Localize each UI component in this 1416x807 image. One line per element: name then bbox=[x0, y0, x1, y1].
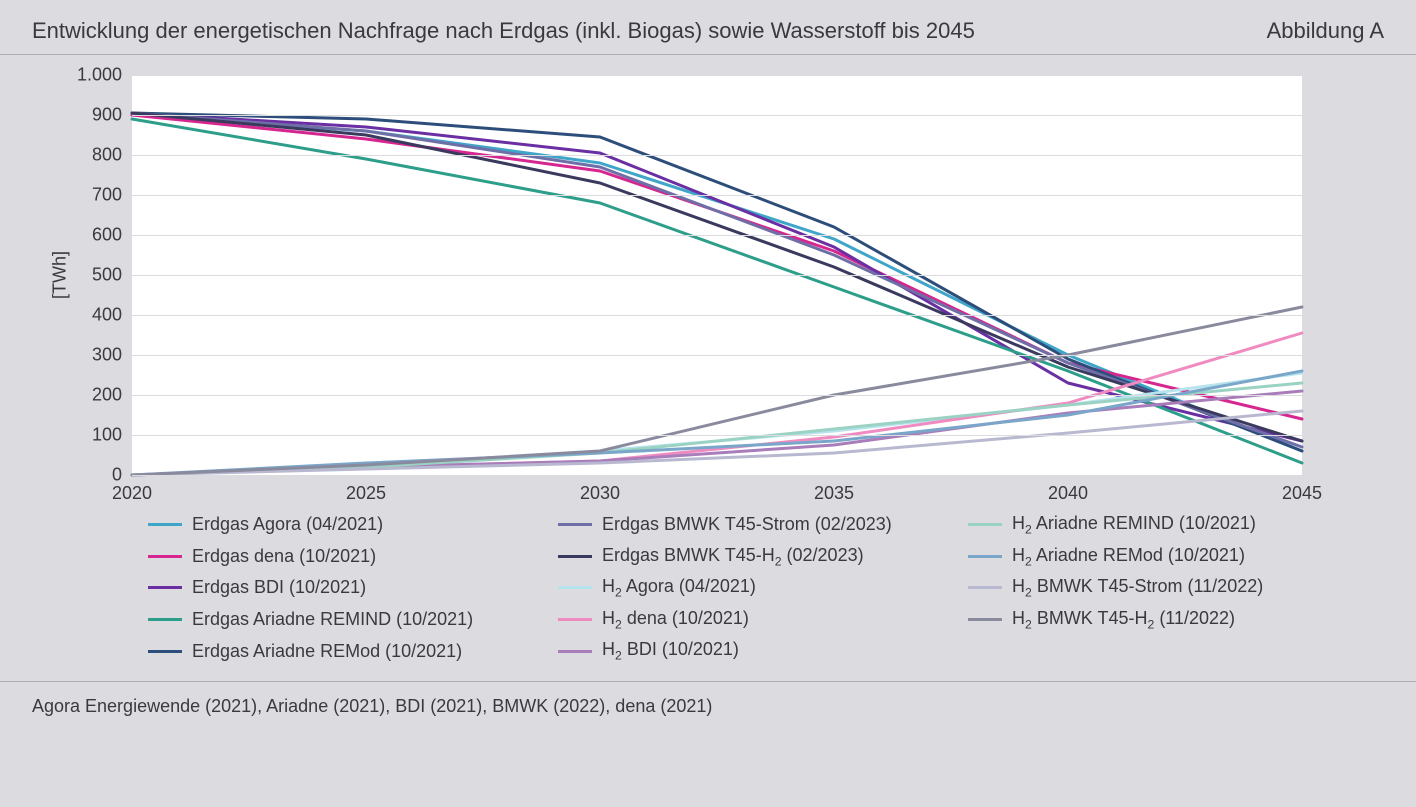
legend-label: Erdgas BMWK T45-Strom (02/2023) bbox=[602, 514, 892, 535]
legend-swatch bbox=[968, 586, 1002, 589]
y-tick-label: 400 bbox=[92, 305, 132, 326]
legend-swatch bbox=[558, 586, 592, 589]
legend-item-h2-agora: H2 Agora (04/2021) bbox=[558, 576, 958, 600]
source-text: Agora Energiewende (2021), Ariadne (2021… bbox=[32, 696, 712, 716]
legend-swatch bbox=[968, 555, 1002, 558]
x-tick-label: 2045 bbox=[1282, 475, 1322, 504]
y-tick-label: 100 bbox=[92, 425, 132, 446]
grid-line bbox=[132, 315, 1302, 316]
grid-line bbox=[132, 155, 1302, 156]
legend-item-erdgas-agora: Erdgas Agora (04/2021) bbox=[148, 513, 548, 537]
chart-title: Entwicklung der energetischen Nachfrage … bbox=[32, 18, 975, 44]
legend-item-h2-ariadne-remind: H2 Ariadne REMIND (10/2021) bbox=[968, 513, 1368, 537]
legend-item-erdgas-bmwk-t45-h2: Erdgas BMWK T45-H2 (02/2023) bbox=[558, 545, 958, 569]
legend-swatch bbox=[558, 555, 592, 558]
y-tick-label: 900 bbox=[92, 105, 132, 126]
y-axis-title: [TWh] bbox=[50, 251, 71, 299]
legend-swatch bbox=[968, 523, 1002, 526]
x-tick-label: 2030 bbox=[580, 475, 620, 504]
legend-label: H2 BMWK T45-Strom (11/2022) bbox=[1012, 576, 1263, 600]
series-erdgas-ariadne-remind bbox=[132, 119, 1302, 463]
chart-container: [TWh] 01002003004005006007008009001.0002… bbox=[0, 55, 1416, 663]
y-tick-label: 300 bbox=[92, 345, 132, 366]
grid-line bbox=[132, 115, 1302, 116]
y-tick-label: 700 bbox=[92, 185, 132, 206]
legend-swatch bbox=[558, 523, 592, 526]
y-tick-label: 1.000 bbox=[77, 65, 132, 86]
legend-label: H2 BDI (10/2021) bbox=[602, 639, 739, 663]
legend: Erdgas Agora (04/2021) Erdgas BMWK T45-St… bbox=[148, 513, 1384, 663]
legend-item-erdgas-dena: Erdgas dena (10/2021) bbox=[148, 545, 548, 569]
legend-label: H2 Agora (04/2021) bbox=[602, 576, 756, 600]
y-tick-label: 500 bbox=[92, 265, 132, 286]
grid-line bbox=[132, 355, 1302, 356]
legend-label: Erdgas Agora (04/2021) bbox=[192, 514, 383, 535]
legend-item-erdgas-ariadne-remod: Erdgas Ariadne REMod (10/2021) bbox=[148, 639, 548, 663]
grid-line bbox=[132, 275, 1302, 276]
legend-item-erdgas-bmwk-t45-strom: Erdgas BMWK T45-Strom (02/2023) bbox=[558, 513, 958, 537]
legend-swatch bbox=[148, 523, 182, 526]
legend-label: H2 BMWK T45-H2 (11/2022) bbox=[1012, 608, 1235, 632]
grid-line bbox=[132, 435, 1302, 436]
grid-line bbox=[132, 235, 1302, 236]
legend-item-h2-dena: H2 dena (10/2021) bbox=[558, 608, 958, 632]
series-erdgas-bdi bbox=[132, 113, 1302, 441]
x-tick-label: 2020 bbox=[112, 475, 152, 504]
legend-item-h2-bmwk-t45-h2: H2 BMWK T45-H2 (11/2022) bbox=[968, 608, 1368, 632]
grid-line bbox=[132, 395, 1302, 396]
legend-item-erdgas-ariadne-remind: Erdgas Ariadne REMIND (10/2021) bbox=[148, 608, 548, 632]
x-tick-label: 2040 bbox=[1048, 475, 1088, 504]
grid-line bbox=[132, 195, 1302, 196]
grid-line bbox=[132, 75, 1302, 76]
legend-swatch bbox=[148, 618, 182, 621]
grid-line bbox=[132, 475, 1302, 476]
legend-label: Erdgas Ariadne REMod (10/2021) bbox=[192, 641, 462, 662]
legend-item-h2-bmwk-t45-strom: H2 BMWK T45-Strom (11/2022) bbox=[968, 576, 1368, 600]
legend-label: Erdgas BDI (10/2021) bbox=[192, 577, 366, 598]
legend-swatch bbox=[558, 650, 592, 653]
figure-label: Abbildung A bbox=[1267, 18, 1384, 44]
legend-swatch bbox=[148, 650, 182, 653]
y-tick-label: 800 bbox=[92, 145, 132, 166]
x-tick-label: 2035 bbox=[814, 475, 854, 504]
plot-area: [TWh] 01002003004005006007008009001.0002… bbox=[132, 75, 1302, 475]
legend-label: H2 dena (10/2021) bbox=[602, 608, 749, 632]
legend-swatch bbox=[148, 586, 182, 589]
legend-item-erdgas-bdi: Erdgas BDI (10/2021) bbox=[148, 576, 548, 600]
legend-swatch bbox=[148, 555, 182, 558]
x-tick-label: 2025 bbox=[346, 475, 386, 504]
series-erdgas-bmwk-t45-h2 bbox=[132, 113, 1302, 441]
legend-label: H2 Ariadne REMIND (10/2021) bbox=[1012, 513, 1256, 537]
legend-label: Erdgas Ariadne REMIND (10/2021) bbox=[192, 609, 473, 630]
y-tick-label: 200 bbox=[92, 385, 132, 406]
legend-label: H2 Ariadne REMod (10/2021) bbox=[1012, 545, 1245, 569]
legend-swatch bbox=[968, 618, 1002, 621]
chart-header: Entwicklung der energetischen Nachfrage … bbox=[0, 0, 1416, 55]
legend-item-h2-bdi: H2 BDI (10/2021) bbox=[558, 639, 958, 663]
source-footer: Agora Energiewende (2021), Ariadne (2021… bbox=[0, 681, 1416, 717]
legend-label: Erdgas dena (10/2021) bbox=[192, 546, 376, 567]
legend-label: Erdgas BMWK T45-H2 (02/2023) bbox=[602, 545, 864, 569]
y-tick-label: 600 bbox=[92, 225, 132, 246]
legend-swatch bbox=[558, 618, 592, 621]
series-erdgas-dena bbox=[132, 115, 1302, 419]
legend-item-h2-ariadne-remod: H2 Ariadne REMod (10/2021) bbox=[968, 545, 1368, 569]
